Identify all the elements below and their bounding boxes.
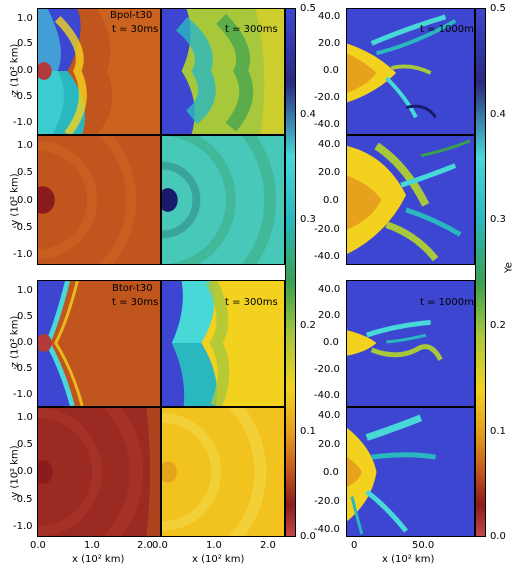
ytick: -20.0 — [314, 364, 340, 375]
ytick: 1.0 — [17, 412, 33, 423]
panel-bpol-xy-30ms — [37, 135, 161, 265]
time-label-btor-300ms: t = 300ms — [225, 297, 278, 308]
xtick: 50.0 — [412, 540, 435, 551]
time-label-btor-1000ms: t = 1000ms — [420, 297, 480, 308]
panel-bpol-rz-1000ms — [346, 8, 475, 135]
time-label-btor-30ms: t = 30ms — [112, 297, 159, 308]
xtick: 0 — [351, 540, 358, 551]
xtick: 2.0 — [260, 540, 276, 551]
ytick: 0.5 — [17, 311, 33, 322]
ytick: -1.0 — [13, 249, 33, 260]
ytick: -40.0 — [314, 119, 340, 130]
ytick: 40.0 — [318, 11, 341, 22]
model-label-btor: Btor-t30 — [112, 283, 153, 294]
ytick: 0.0 — [17, 195, 33, 206]
time-label-bpol-30ms: t = 30ms — [112, 24, 159, 35]
xlabel-left: x (10² km) — [72, 554, 125, 565]
ytick: 20.0 — [318, 38, 341, 49]
panel-btor-xy-1000ms — [346, 407, 475, 537]
ytick: 0.0 — [17, 466, 33, 477]
ytick: -40.0 — [314, 390, 340, 401]
ytick: -0.5 — [13, 91, 33, 102]
ytick: -20.0 — [314, 224, 340, 235]
colorbar-right-label: Ye — [503, 262, 515, 273]
ytick: 40.0 — [318, 139, 341, 150]
panel-btor-rz-300ms — [161, 280, 285, 407]
panel-bpol-rz-30ms — [37, 8, 161, 135]
colorbar-left-tick: 0.5 — [300, 3, 316, 14]
ytick: 1.0 — [17, 13, 33, 24]
ytick: 0.5 — [17, 439, 33, 450]
ytick: -0.5 — [13, 494, 33, 505]
xtick: 0.0 — [152, 540, 168, 551]
panel-bpol-xy-1000ms — [346, 135, 475, 265]
colorbar-right-tick: 0.1 — [490, 426, 506, 437]
ytick: 1.0 — [17, 140, 33, 151]
ytick: -1.0 — [13, 389, 33, 400]
ytick: 20.0 — [318, 310, 341, 321]
xlabel-right-block: x (10² km) — [382, 554, 435, 565]
xtick: 1.0 — [206, 540, 222, 551]
panel-btor-xy-300ms — [161, 407, 285, 537]
colorbar-left-tick: 0.4 — [300, 109, 316, 120]
colorbar-right-tick: 0.2 — [490, 320, 506, 331]
colorbar-left-tick: 0.1 — [300, 426, 316, 437]
ytick: -40.0 — [314, 524, 340, 535]
ytick: -20.0 — [314, 92, 340, 103]
colorbar-right — [475, 8, 486, 537]
ytick: -1.0 — [13, 521, 33, 532]
ytick: 0.5 — [17, 38, 33, 49]
ytick: 0.0 — [323, 467, 339, 478]
ytick: 40.0 — [318, 284, 341, 295]
panel-bpol-xy-300ms — [161, 135, 285, 265]
model-label-bpol: Bpol-t30 — [110, 10, 153, 21]
ytick: 0.5 — [17, 167, 33, 178]
colorbar-left — [285, 8, 296, 537]
ytick: -0.5 — [13, 222, 33, 233]
xtick: 1.0 — [84, 540, 100, 551]
colorbar-left-tick: 0.3 — [300, 214, 316, 225]
ytick: -1.0 — [13, 117, 33, 128]
colorbar-right-tick: 0.5 — [490, 3, 506, 14]
ytick: 0.0 — [17, 337, 33, 348]
colorbar-left-tick: 0.0 — [300, 531, 316, 542]
ytick: 0.0 — [17, 65, 33, 76]
xlabel-right: x (10² km) — [192, 554, 245, 565]
colorbar-left-tick: 0.2 — [300, 320, 316, 331]
colorbar-right-tick: 0.3 — [490, 214, 506, 225]
panel-btor-xy-30ms — [37, 407, 161, 537]
ytick: -0.5 — [13, 363, 33, 374]
time-label-bpol-300ms: t = 300ms — [225, 24, 278, 35]
ytick: 1.0 — [17, 285, 33, 296]
panel-btor-rz-30ms — [37, 280, 161, 407]
ytick: -40.0 — [314, 251, 340, 262]
panel-btor-rz-1000ms — [346, 280, 475, 407]
panel-bpol-rz-300ms — [161, 8, 285, 135]
ytick: 20.0 — [318, 439, 341, 450]
colorbar-right-tick: 0.4 — [490, 109, 506, 120]
colorbar-right-tick: 0.0 — [490, 531, 506, 542]
ytick: -20.0 — [314, 496, 340, 507]
xtick: 0.0 — [30, 540, 46, 551]
ytick: 40.0 — [318, 410, 341, 421]
time-label-bpol-1000ms: t = 1000ms — [420, 24, 480, 35]
ytick: 0.0 — [323, 65, 339, 76]
ytick: 20.0 — [318, 167, 341, 178]
ytick: 0.0 — [323, 195, 339, 206]
ytick: 0.0 — [323, 337, 339, 348]
xtick: 2.0 — [137, 540, 153, 551]
